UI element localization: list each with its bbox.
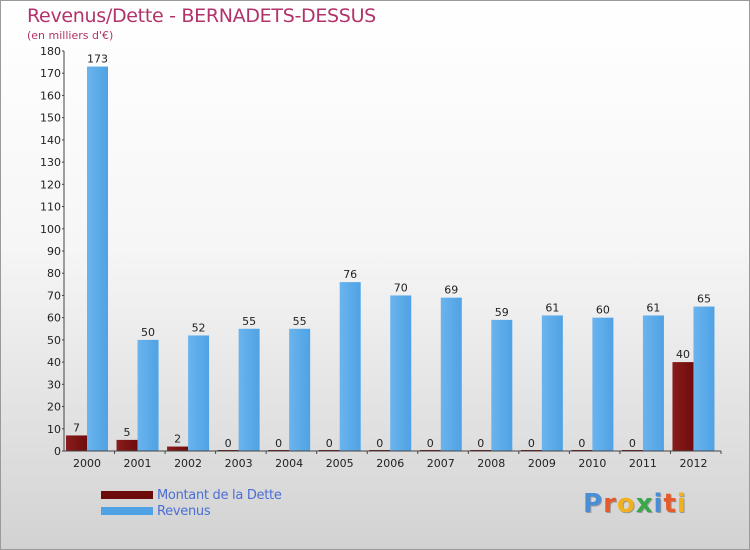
x-tick-label: 2002 xyxy=(174,457,202,470)
value-label-dette: 0 xyxy=(629,437,636,450)
value-label-revenus: 69 xyxy=(444,284,458,297)
value-label-revenus: 61 xyxy=(646,301,660,314)
chart-subtitle: (en milliers d'€) xyxy=(27,29,114,42)
x-tick-label: 2008 xyxy=(477,457,505,470)
proxiti-logo: Proxiti xyxy=(583,489,687,519)
value-label-dette: 7 xyxy=(73,421,80,434)
bar-dette-2012 xyxy=(672,362,694,451)
x-tick-label: 2005 xyxy=(326,457,354,470)
y-tick-label: 180 xyxy=(40,45,61,58)
legend-label-revenus: Revenus xyxy=(157,504,211,519)
value-label-dette: 2 xyxy=(174,433,181,446)
y-tick-label: 140 xyxy=(40,134,61,147)
bar-revenus-2012 xyxy=(693,306,715,451)
value-label-dette: 0 xyxy=(477,437,484,450)
y-tick-label: 10 xyxy=(47,423,61,436)
y-tick-label: 170 xyxy=(40,67,61,80)
chart-title: Revenus/Dette - BERNADETS-DESSUS xyxy=(27,5,376,27)
bar-revenus-2003 xyxy=(238,328,260,451)
bar-revenus-2005 xyxy=(339,282,361,451)
value-label-dette: 0 xyxy=(528,437,535,450)
x-tick-label: 2003 xyxy=(225,457,253,470)
value-label-revenus: 52 xyxy=(192,321,206,334)
bar-revenus-2011 xyxy=(642,315,664,451)
value-label-dette: 0 xyxy=(326,437,333,450)
y-tick-label: 70 xyxy=(47,289,61,302)
value-label-revenus: 59 xyxy=(495,306,509,319)
bar-revenus-2004 xyxy=(289,328,311,451)
value-label-dette: 0 xyxy=(225,437,232,450)
value-label-revenus: 65 xyxy=(697,293,711,306)
bar-dette-2002 xyxy=(167,446,189,451)
bar-revenus-2009 xyxy=(541,315,563,451)
value-label-revenus: 76 xyxy=(343,268,357,281)
y-tick-label: 30 xyxy=(47,378,61,391)
value-label-dette: 40 xyxy=(676,348,690,361)
y-tick-label: 80 xyxy=(47,267,61,280)
y-tick-label: 120 xyxy=(40,178,61,191)
legend-label-dette: Montant de la Dette xyxy=(157,488,282,503)
bar-revenus-2000 xyxy=(87,66,108,452)
value-label-revenus: 55 xyxy=(293,315,307,328)
y-tick-label: 90 xyxy=(47,245,61,258)
x-tick-label: 2011 xyxy=(629,457,657,470)
logo-letter: i xyxy=(676,489,687,519)
value-label-dette: 0 xyxy=(275,437,282,450)
y-tick-label: 130 xyxy=(40,156,61,169)
x-tick-label: 2000 xyxy=(73,457,101,470)
logo-letter: i xyxy=(653,489,664,519)
y-tick-label: 20 xyxy=(47,401,61,414)
bar-revenus-2006 xyxy=(390,295,412,451)
x-tick-label: 2006 xyxy=(376,457,404,470)
logo-letter: x xyxy=(635,489,654,519)
value-label-revenus: 70 xyxy=(394,281,408,294)
y-tick-label: 160 xyxy=(40,89,61,102)
value-label-revenus: 60 xyxy=(596,304,610,317)
value-label-dette: 0 xyxy=(578,437,585,450)
bar-dette-2001 xyxy=(116,439,138,451)
x-tick-label: 2001 xyxy=(124,457,152,470)
y-tick-label: 110 xyxy=(40,201,61,214)
x-tick-label: 2007 xyxy=(427,457,455,470)
bar-dette-2000 xyxy=(66,435,87,451)
bar-revenus-2008 xyxy=(491,319,513,451)
y-tick-label: 50 xyxy=(47,334,61,347)
y-tick-label: 150 xyxy=(40,112,61,125)
logo-letter: P xyxy=(583,489,604,519)
x-tick-label: 2009 xyxy=(528,457,556,470)
value-label-revenus: 61 xyxy=(545,301,559,314)
value-label-revenus: 50 xyxy=(141,326,155,339)
x-tick-label: 2010 xyxy=(578,457,606,470)
bar-revenus-2010 xyxy=(592,317,614,451)
value-label-dette: 0 xyxy=(427,437,434,450)
logo-letter: r xyxy=(603,489,617,519)
logo-letter: t xyxy=(663,489,677,519)
legend-swatch-dette xyxy=(101,491,153,499)
value-label-revenus: 55 xyxy=(242,315,256,328)
y-tick-label: 40 xyxy=(47,356,61,369)
x-tick-label: 2012 xyxy=(679,457,707,470)
bar-revenus-2002 xyxy=(188,335,210,451)
y-tick-label: 100 xyxy=(40,223,61,236)
value-label-dette: 0 xyxy=(376,437,383,450)
legend-swatch-revenus xyxy=(101,507,153,515)
bar-revenus-2007 xyxy=(440,297,462,451)
value-label-dette: 5 xyxy=(124,426,131,439)
bar-revenus-2001 xyxy=(137,339,159,451)
y-tick-label: 60 xyxy=(47,312,61,325)
x-tick-label: 2004 xyxy=(275,457,303,470)
y-tick-label: 0 xyxy=(54,445,61,458)
value-label-revenus: 173 xyxy=(87,53,108,66)
logo-letter: o xyxy=(616,489,636,519)
